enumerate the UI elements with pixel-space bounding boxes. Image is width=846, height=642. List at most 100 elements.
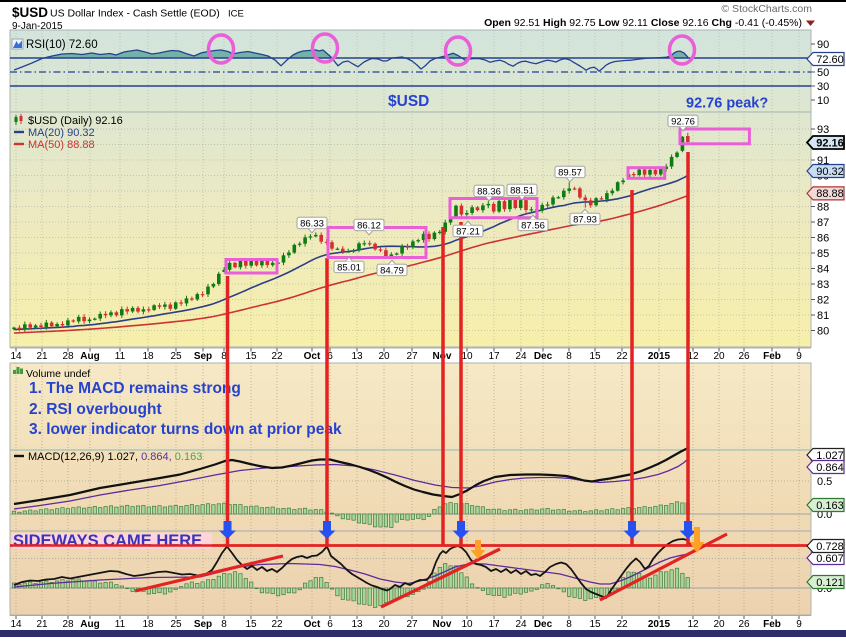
svg-text:0.864: 0.864 [816,462,844,474]
svg-text:0.121: 0.121 [816,577,844,589]
svg-text:20: 20 [378,351,390,362]
svg-text:0.163: 0.163 [816,500,844,512]
svg-text:12: 12 [687,351,699,362]
svg-text:$USD: $USD [12,5,48,20]
svg-text:25: 25 [170,619,182,630]
svg-text:26: 26 [738,619,750,630]
svg-text:27: 27 [406,619,418,630]
svg-text:6: 6 [327,351,333,362]
svg-text:27: 27 [406,351,418,362]
svg-text:88.51: 88.51 [510,186,534,197]
svg-text:2015: 2015 [648,351,671,362]
svg-text:87.93: 87.93 [573,215,597,226]
svg-text:SIDEWAYS CAME HERE: SIDEWAYS CAME HERE [13,532,202,550]
svg-text:90: 90 [817,39,829,51]
svg-text:17: 17 [488,351,500,362]
svg-text:82: 82 [817,295,829,307]
svg-text:83: 83 [817,279,829,291]
svg-text:Oct: Oct [304,351,321,362]
svg-text:RSI(10) 72.60: RSI(10) 72.60 [26,39,98,51]
svg-text:Aug: Aug [80,619,99,630]
svg-text:1.027: 1.027 [816,450,844,462]
svg-text:15: 15 [589,351,601,362]
svg-text:0.607: 0.607 [816,553,844,565]
svg-text:26: 26 [738,351,750,362]
svg-text:22: 22 [616,351,628,362]
svg-text:US Dollar Index - Cash Settle: US Dollar Index - Cash Settle (EOD) [50,8,220,20]
svg-text:Sep: Sep [194,351,212,362]
svg-text:MA(20) 90.32: MA(20) 90.32 [28,127,95,139]
svg-text:13: 13 [351,351,363,362]
svg-text:6: 6 [327,619,333,630]
svg-text:MA(50) 88.88: MA(50) 88.88 [28,139,95,151]
svg-text:$USD (Daily) 92.16: $USD (Daily) 92.16 [28,115,123,127]
svg-text:Volume undef: Volume undef [26,368,90,380]
svg-text:25: 25 [170,351,182,362]
svg-text:84.79: 84.79 [380,266,404,277]
svg-text:9: 9 [796,351,802,362]
svg-text:88.88: 88.88 [816,188,844,200]
svg-text:15: 15 [589,619,601,630]
svg-text:92.76 peak?: 92.76 peak? [686,96,768,112]
svg-text:Feb: Feb [763,619,781,630]
svg-text:89.57: 89.57 [558,168,582,179]
svg-text:20: 20 [713,619,725,630]
svg-text:18: 18 [142,619,154,630]
svg-text:17: 17 [488,619,500,630]
svg-text:18: 18 [142,351,154,362]
svg-text:30: 30 [817,81,829,93]
svg-text:MACD(12,26,9) 1.027, 0.864, 0.: MACD(12,26,9) 1.027, 0.864, 0.163 [28,451,202,463]
svg-text:8: 8 [566,351,572,362]
svg-text:8: 8 [221,619,227,630]
svg-text:8: 8 [221,351,227,362]
svg-text:81: 81 [817,310,829,322]
svg-text:8: 8 [566,619,572,630]
svg-text:15: 15 [245,351,257,362]
svg-text:1. The MACD remains strong: 1. The MACD remains strong [29,380,241,397]
svg-text:22: 22 [271,619,283,630]
svg-text:87: 87 [817,217,829,229]
svg-text:$USD: $USD [388,93,429,110]
svg-text:90.32: 90.32 [816,166,844,178]
svg-text:86.12: 86.12 [357,221,381,232]
svg-text:Sep: Sep [194,619,212,630]
svg-text:10: 10 [461,619,473,630]
svg-text:13: 13 [351,619,363,630]
svg-text:50: 50 [817,67,829,79]
svg-text:86.33: 86.33 [300,219,324,230]
svg-text:92.76: 92.76 [671,117,695,128]
svg-text:12: 12 [687,619,699,630]
svg-text:14: 14 [10,351,22,362]
svg-text:87.56: 87.56 [521,221,545,232]
svg-text:21: 21 [36,351,48,362]
svg-text:0.5: 0.5 [817,476,832,488]
svg-text:2015: 2015 [648,619,671,630]
svg-text:28: 28 [62,619,74,630]
svg-text:86: 86 [817,233,829,245]
svg-text:20: 20 [378,619,390,630]
svg-text:93: 93 [817,124,829,136]
svg-text:Oct: Oct [304,619,321,630]
svg-text:20: 20 [713,351,725,362]
svg-text:21: 21 [36,619,48,630]
svg-text:0.728: 0.728 [816,541,844,553]
svg-text:15: 15 [245,619,257,630]
svg-text:88: 88 [817,202,829,214]
svg-text:Aug: Aug [80,351,99,362]
svg-text:ICE: ICE [228,9,244,20]
svg-text:88.36: 88.36 [477,187,501,198]
svg-text:10: 10 [817,95,829,107]
svg-text:80: 80 [817,326,829,338]
svg-text:72.60: 72.60 [816,54,844,66]
svg-text:Dec: Dec [534,619,553,630]
svg-text:22: 22 [271,351,283,362]
svg-text:Open 92.51 High 92.75 Low 92.1: Open 92.51 High 92.75 Low 92.11 Close 92… [484,17,802,29]
svg-text:24: 24 [515,619,527,630]
svg-text:14: 14 [10,619,22,630]
svg-text:24: 24 [515,351,527,362]
svg-text:11: 11 [115,619,126,630]
svg-text:Dec: Dec [534,351,553,362]
svg-text:28: 28 [62,351,74,362]
svg-text:Nov: Nov [433,619,452,630]
svg-text:3. lower indicator turns down: 3. lower indicator turns down at prior p… [29,421,342,438]
